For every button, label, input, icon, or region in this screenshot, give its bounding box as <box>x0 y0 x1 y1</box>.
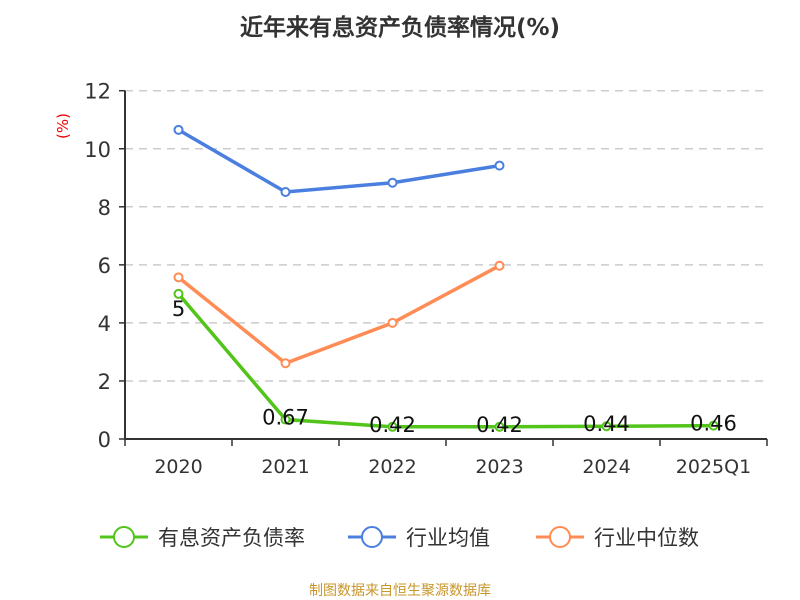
legend-marker-icon <box>549 526 571 548</box>
x-tick-label: 2024 <box>582 456 630 478</box>
y-tick-label: 0 <box>98 428 111 452</box>
series-line-1 <box>177 128 500 194</box>
legend-label: 行业中位数 <box>594 526 699 550</box>
data-point <box>387 177 398 188</box>
y-tick-label: 2 <box>98 370 111 394</box>
x-tick-label: 2020 <box>154 456 202 478</box>
legend-label: 有息资产负债率 <box>158 526 305 550</box>
data-label: 0.67 <box>262 406 309 430</box>
y-tick-label: 4 <box>98 312 111 336</box>
data-label: 0.42 <box>369 413 416 437</box>
data-point <box>173 288 184 299</box>
data-point <box>280 358 291 369</box>
chart-title: 近年来有息资产负债率情况(%) <box>239 15 561 41</box>
data-point <box>708 420 719 431</box>
data-label: 0.42 <box>476 413 523 437</box>
data-point <box>601 421 612 432</box>
y-tick-label: 10 <box>84 138 111 162</box>
source-note: 制图数据来自恒生聚源数据库 <box>309 583 491 599</box>
series-line-0 <box>177 292 714 429</box>
x-tick-label: 2021 <box>261 456 309 478</box>
data-point <box>280 186 291 197</box>
data-point <box>494 160 505 171</box>
x-tick-label: 2023 <box>475 456 523 478</box>
x-tick-label: 2025Q1 <box>676 456 751 478</box>
data-point <box>494 421 505 432</box>
y-axis-label: (%) <box>54 113 72 139</box>
legend-marker-icon <box>361 526 383 548</box>
data-point <box>173 272 184 283</box>
data-label: 0.44 <box>583 412 630 436</box>
series-line-2 <box>177 264 501 366</box>
data-point <box>280 414 291 425</box>
data-label: 0.46 <box>690 412 737 436</box>
data-label: 5 <box>172 297 185 321</box>
data-point <box>387 317 398 328</box>
y-tick-label: 8 <box>98 196 111 220</box>
x-tick-label: 2022 <box>368 456 416 478</box>
data-point <box>494 260 505 271</box>
y-tick-label: 12 <box>84 80 111 104</box>
data-point <box>387 421 398 432</box>
legend-marker-icon <box>113 526 135 548</box>
data-point <box>173 124 184 135</box>
legend-label: 行业均值 <box>406 526 490 550</box>
y-tick-label: 6 <box>98 254 111 278</box>
